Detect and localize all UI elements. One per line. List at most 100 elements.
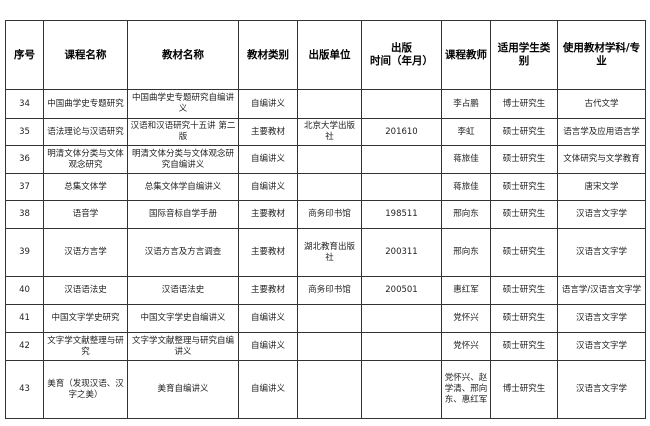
cell-student-type: 硕士研究生 — [490, 228, 558, 277]
cell-discipline: 汉语言文字学 — [557, 304, 646, 333]
header-textbook-name: 教材名称 — [127, 20, 239, 90]
cell-index: 35 — [5, 118, 44, 146]
cell-discipline: 语言学及应用语言学 — [557, 118, 646, 146]
cell-teacher: 李虹 — [441, 118, 491, 146]
header-course-name: 课程名称 — [43, 20, 128, 90]
cell-publisher: 商务印书馆 — [297, 276, 362, 305]
cell-teacher: 李占鹏 — [441, 89, 491, 119]
cell-textbook-type: 自编讲义 — [238, 304, 298, 333]
cell-course-name: 汉语方言学 — [43, 228, 128, 277]
cell-publish-date — [361, 332, 442, 361]
cell-student-type: 博士研究生 — [490, 360, 558, 419]
cell-textbook-type: 自编讲义 — [238, 173, 298, 201]
table-row: 37 总集文体学 总集文体学自编讲义 自编讲义 蒋旅佳 硕士研究生 唐宋文学 — [5, 173, 646, 201]
cell-publish-date — [361, 304, 442, 333]
cell-index: 37 — [5, 173, 44, 201]
cell-textbook-type: 自编讲义 — [238, 360, 298, 419]
cell-textbook-name: 文字学文献整理与研究自编讲义 — [127, 332, 239, 361]
cell-publisher — [297, 145, 362, 174]
cell-publish-date: 200501 — [361, 276, 442, 305]
cell-teacher: 党怀兴 — [441, 304, 491, 333]
cell-index: 38 — [5, 200, 44, 229]
cell-course-name: 语法理论与汉语研究 — [43, 118, 128, 146]
cell-index: 40 — [5, 276, 44, 305]
cell-discipline: 汉语言文字学 — [557, 200, 646, 229]
cell-course-name: 中国曲学史专题研究 — [43, 89, 128, 119]
cell-index: 39 — [5, 228, 44, 277]
cell-textbook-type: 主要教材 — [238, 228, 298, 277]
cell-textbook-type: 主要教材 — [238, 118, 298, 146]
header-publisher: 出版单位 — [297, 20, 362, 90]
cell-teacher: 邢向东 — [441, 228, 491, 277]
header-row: 序号 课程名称 教材名称 教材类别 出版单位 出版 时间（年月） 课程教师 适用学生类别 使用教材… — [5, 20, 646, 90]
cell-course-name: 美育（发现汉语、汉字之美） — [43, 360, 128, 419]
cell-index: 43 — [5, 360, 44, 419]
cell-publisher: 湖北教育出版社 — [297, 228, 362, 277]
cell-publisher: 北京大学出版社 — [297, 118, 362, 146]
textbook-table: 序号 课程名称 教材名称 教材类别 出版单位 出版 时间（年月） 课程教师 适用学生类别 使用教材… — [5, 20, 646, 419]
cell-publish-date — [361, 145, 442, 174]
header-index: 序号 — [5, 20, 44, 90]
header-student-type: 适用学生类别 — [490, 20, 558, 90]
table-row: 43 美育（发现汉语、汉字之美） 美育自编讲义 自编讲义 党怀兴、赵学清、邢向东、惠红军… — [5, 360, 646, 419]
cell-publisher: 商务印书馆 — [297, 200, 362, 229]
cell-textbook-name: 美育自编讲义 — [127, 360, 239, 419]
table-row: 40 汉语语法史 汉语语法史 主要教材 商务印书馆 200501 惠红军 硕士研究生 语言学/汉… — [5, 276, 646, 305]
header-teacher: 课程教师 — [441, 20, 491, 90]
table-row: 41 中国文字学史研究 中国文字学史自编讲义 自编讲义 党怀兴 硕士研究生 汉语言文字学 — [5, 304, 646, 333]
cell-teacher: 党怀兴、赵学清、邢向东、惠红军 — [441, 360, 491, 419]
cell-publisher — [297, 173, 362, 201]
cell-student-type: 硕士研究生 — [490, 276, 558, 305]
cell-student-type: 硕士研究生 — [490, 332, 558, 361]
cell-discipline: 汉语言文字学 — [557, 360, 646, 419]
cell-publish-date: 198511 — [361, 200, 442, 229]
cell-textbook-type: 自编讲义 — [238, 145, 298, 174]
cell-student-type: 硕士研究生 — [490, 304, 558, 333]
cell-textbook-name: 汉语方言及方言调查 — [127, 228, 239, 277]
cell-textbook-name: 汉语和汉语研究十五讲 第二版 — [127, 118, 239, 146]
cell-course-name: 中国文字学史研究 — [43, 304, 128, 333]
header-publish-date: 出版 时间（年月） — [361, 20, 442, 90]
cell-discipline: 语言学/汉语言文字学 — [557, 276, 646, 305]
cell-course-name: 文字学文献整理与研究 — [43, 332, 128, 361]
cell-textbook-name: 明清文体分类与文体观念研究自编讲义 — [127, 145, 239, 174]
cell-student-type: 硕士研究生 — [490, 145, 558, 174]
cell-teacher: 惠红军 — [441, 276, 491, 305]
table-row: 35 语法理论与汉语研究 汉语和汉语研究十五讲 第二版 主要教材 北京大学出版社 2016… — [5, 118, 646, 146]
cell-course-name: 语音学 — [43, 200, 128, 229]
cell-textbook-type: 主要教材 — [238, 276, 298, 305]
cell-textbook-type: 自编讲义 — [238, 332, 298, 361]
cell-publisher — [297, 304, 362, 333]
cell-index: 41 — [5, 304, 44, 333]
table-row: 39 汉语方言学 汉语方言及方言调查 主要教材 湖北教育出版社 200311 邢向东 硕士研究… — [5, 228, 646, 277]
header-discipline: 使用教材学科/专业 — [557, 20, 646, 90]
cell-student-type: 硕士研究生 — [490, 118, 558, 146]
cell-textbook-name: 中国曲学史专题研究自编讲义 — [127, 89, 239, 119]
cell-teacher: 蒋旅佳 — [441, 145, 491, 174]
cell-teacher: 蒋旅佳 — [441, 173, 491, 201]
cell-publish-date: 201610 — [361, 118, 442, 146]
cell-discipline: 汉语言文字学 — [557, 332, 646, 361]
cell-discipline: 文体研究与文学教育 — [557, 145, 646, 174]
cell-textbook-name: 汉语语法史 — [127, 276, 239, 305]
cell-index: 42 — [5, 332, 44, 361]
cell-discipline: 汉语言文字学 — [557, 228, 646, 277]
cell-publish-date: 200311 — [361, 228, 442, 277]
cell-course-name: 明清文体分类与文体观念研究 — [43, 145, 128, 174]
cell-index: 34 — [5, 89, 44, 119]
cell-discipline: 唐宋文学 — [557, 173, 646, 201]
cell-publisher — [297, 332, 362, 361]
cell-teacher: 邢向东 — [441, 200, 491, 229]
cell-publisher — [297, 360, 362, 419]
cell-student-type: 硕士研究生 — [490, 200, 558, 229]
cell-publish-date — [361, 89, 442, 119]
cell-textbook-name: 国际音标自学手册 — [127, 200, 239, 229]
table-row: 36 明清文体分类与文体观念研究 明清文体分类与文体观念研究自编讲义 自编讲义 蒋旅佳硕… — [5, 145, 646, 174]
header-textbook-type: 教材类别 — [238, 20, 298, 90]
cell-student-type: 硕士研究生 — [490, 173, 558, 201]
cell-publish-date — [361, 173, 442, 201]
cell-course-name: 总集文体学 — [43, 173, 128, 201]
cell-discipline: 古代文学 — [557, 89, 646, 119]
cell-textbook-name: 中国文字学史自编讲义 — [127, 304, 239, 333]
cell-index: 36 — [5, 145, 44, 174]
